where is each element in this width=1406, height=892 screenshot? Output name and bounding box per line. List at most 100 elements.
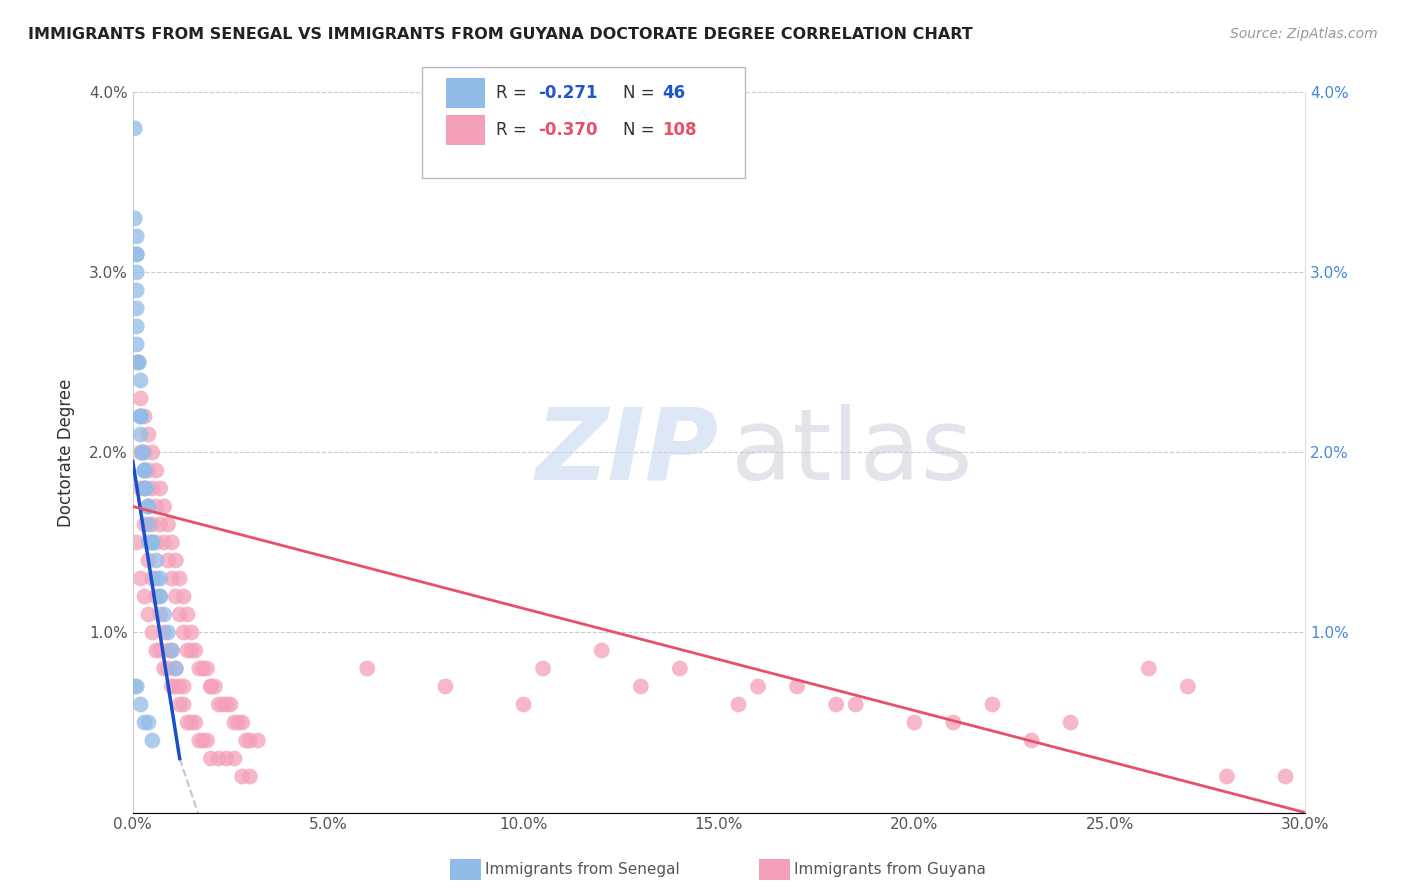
Point bbox=[149, 482, 172, 496]
Point bbox=[903, 715, 925, 730]
Point bbox=[165, 661, 187, 675]
Text: ZIP: ZIP bbox=[536, 404, 718, 501]
Point bbox=[180, 643, 202, 657]
Point bbox=[141, 733, 163, 747]
Point bbox=[215, 751, 238, 765]
Point bbox=[134, 463, 156, 477]
Point bbox=[160, 535, 183, 549]
Point bbox=[356, 661, 378, 675]
Point bbox=[156, 517, 179, 532]
Point bbox=[138, 500, 160, 514]
Point bbox=[134, 482, 156, 496]
Point bbox=[125, 265, 148, 279]
Point bbox=[727, 698, 749, 712]
Point bbox=[224, 715, 246, 730]
Text: 108: 108 bbox=[662, 120, 697, 139]
Point bbox=[591, 643, 613, 657]
Point bbox=[176, 643, 198, 657]
Point bbox=[134, 482, 156, 496]
Point bbox=[124, 121, 146, 136]
Point bbox=[138, 517, 160, 532]
Point bbox=[169, 698, 191, 712]
Point bbox=[125, 535, 148, 549]
Point bbox=[129, 482, 152, 496]
Point bbox=[239, 733, 262, 747]
Point bbox=[235, 733, 257, 747]
Point bbox=[129, 373, 152, 387]
Point bbox=[173, 698, 195, 712]
Point bbox=[134, 715, 156, 730]
Text: N =: N = bbox=[623, 120, 659, 139]
Point bbox=[141, 535, 163, 549]
Point bbox=[124, 211, 146, 226]
Point bbox=[942, 715, 965, 730]
Point bbox=[845, 698, 868, 712]
Point bbox=[134, 463, 156, 477]
Point bbox=[630, 680, 652, 694]
Point bbox=[195, 733, 218, 747]
Point bbox=[125, 284, 148, 298]
Point bbox=[195, 661, 218, 675]
Point bbox=[141, 535, 163, 549]
Point bbox=[149, 590, 172, 604]
Point bbox=[149, 590, 172, 604]
Point bbox=[434, 680, 457, 694]
Point bbox=[156, 643, 179, 657]
Point bbox=[149, 643, 172, 657]
Point bbox=[129, 409, 152, 424]
Point bbox=[149, 517, 172, 532]
Point bbox=[786, 680, 808, 694]
Point bbox=[160, 643, 183, 657]
Point bbox=[125, 680, 148, 694]
Point bbox=[134, 517, 156, 532]
Point bbox=[145, 572, 167, 586]
Point bbox=[138, 607, 160, 622]
Point bbox=[165, 680, 187, 694]
Point bbox=[231, 770, 253, 784]
Point bbox=[138, 553, 160, 567]
Point bbox=[184, 643, 207, 657]
Point bbox=[149, 572, 172, 586]
Point bbox=[125, 319, 148, 334]
Point bbox=[239, 770, 262, 784]
Point bbox=[138, 500, 160, 514]
Point bbox=[138, 427, 160, 442]
Point bbox=[825, 698, 848, 712]
Point bbox=[531, 661, 554, 675]
Text: R =: R = bbox=[496, 84, 533, 103]
Point bbox=[165, 661, 187, 675]
Point bbox=[180, 715, 202, 730]
Point bbox=[184, 715, 207, 730]
Point bbox=[138, 500, 160, 514]
Point bbox=[134, 445, 156, 459]
Point bbox=[129, 392, 152, 406]
Point bbox=[145, 643, 167, 657]
Point bbox=[153, 535, 176, 549]
Point bbox=[173, 590, 195, 604]
Point bbox=[169, 607, 191, 622]
Point bbox=[200, 680, 222, 694]
Point bbox=[141, 517, 163, 532]
Text: Source: ZipAtlas.com: Source: ZipAtlas.com bbox=[1230, 27, 1378, 41]
Text: Immigrants from Senegal: Immigrants from Senegal bbox=[485, 863, 681, 877]
Point bbox=[188, 733, 211, 747]
Point bbox=[208, 751, 231, 765]
Point bbox=[128, 355, 150, 369]
Point bbox=[156, 625, 179, 640]
Point bbox=[160, 572, 183, 586]
Text: -0.271: -0.271 bbox=[538, 84, 598, 103]
Point bbox=[1021, 733, 1043, 747]
Point bbox=[1137, 661, 1160, 675]
Point bbox=[141, 625, 163, 640]
Point bbox=[153, 607, 176, 622]
Point bbox=[981, 698, 1004, 712]
Point bbox=[1059, 715, 1081, 730]
Point bbox=[176, 607, 198, 622]
Point bbox=[129, 427, 152, 442]
Point bbox=[176, 715, 198, 730]
Point bbox=[141, 535, 163, 549]
Point bbox=[669, 661, 692, 675]
Point bbox=[145, 535, 167, 549]
Point bbox=[215, 698, 238, 712]
Point bbox=[165, 553, 187, 567]
